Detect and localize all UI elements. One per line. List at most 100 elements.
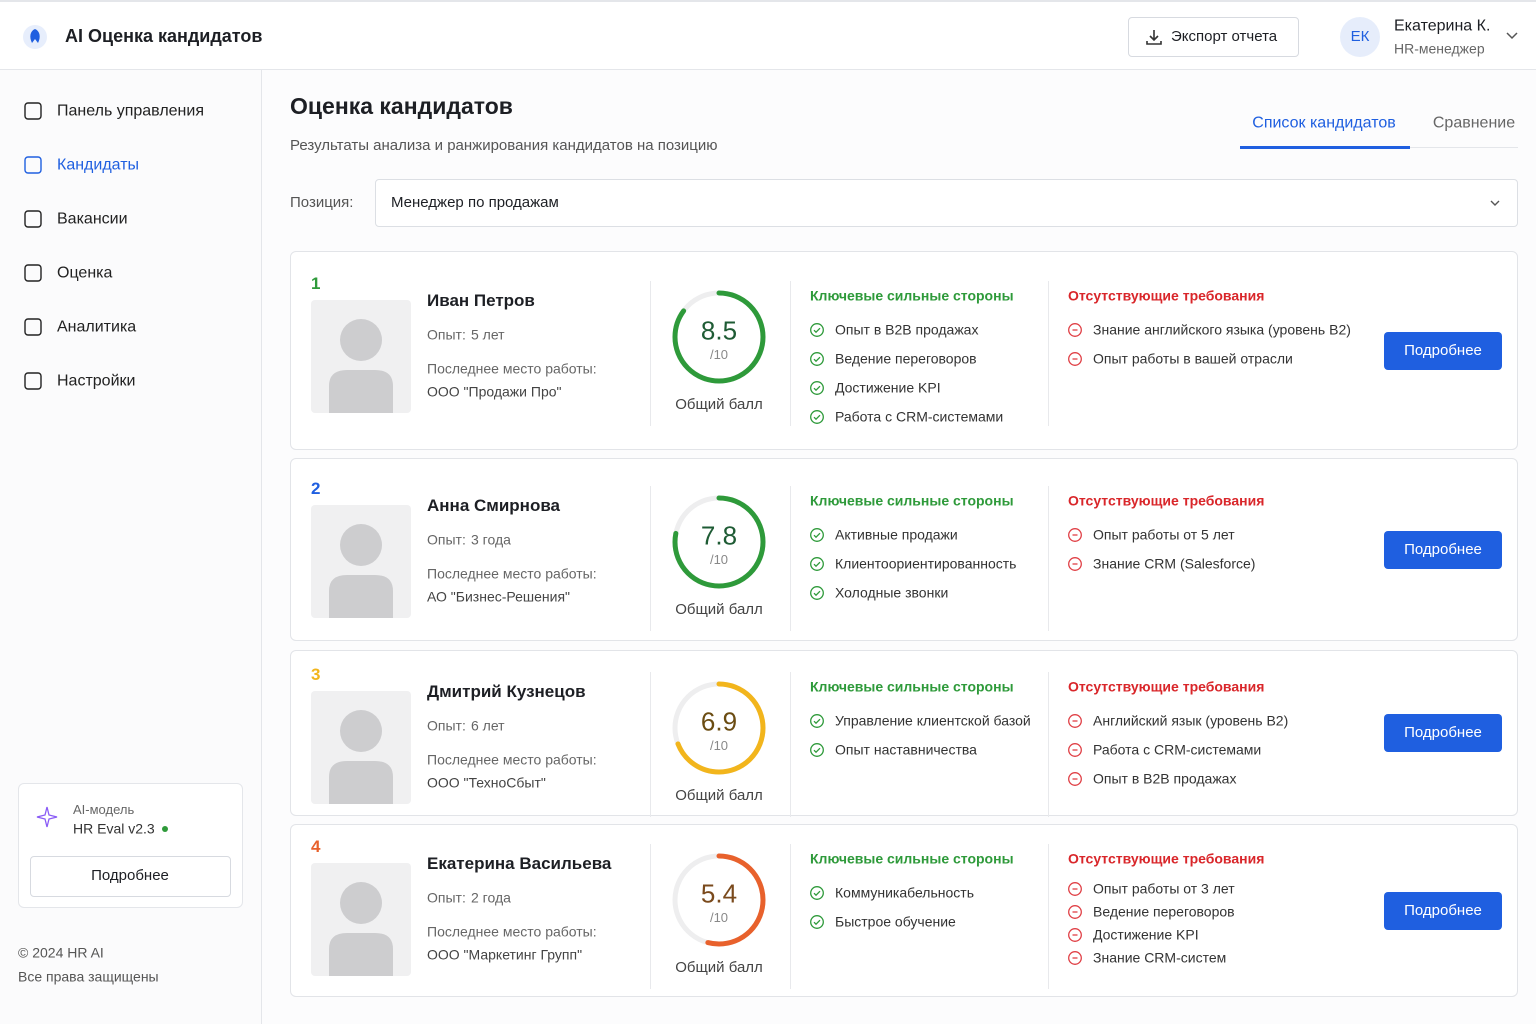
sparkle-icon (36, 806, 58, 828)
missing-item: Знание CRM (Salesforce) (1093, 555, 1256, 572)
missing-item: Ведение переговоров (1093, 903, 1235, 920)
score-max: /10 (709, 552, 729, 568)
avatar (1340, 17, 1380, 57)
candidate-name: Иван Петров (427, 290, 535, 310)
strength: Клиентоориентированность (835, 555, 1017, 572)
score-value: 5.4 (700, 878, 738, 909)
candidate-name: Анна Смирнова (427, 495, 561, 515)
experience: 3 года (471, 531, 511, 548)
last-job-label: Последнее место работы: (427, 751, 597, 768)
score-ring (672, 290, 766, 384)
model-button-label: Подробнее (91, 867, 169, 884)
details-button[interactable] (1384, 331, 1502, 370)
nav-icon (24, 318, 42, 336)
user-role: HR-менеджер (1394, 40, 1485, 57)
position-select[interactable] (375, 179, 1518, 227)
score-caption: Общий балл (675, 787, 763, 804)
experience-prefix: Опыт: (427, 717, 466, 734)
missing-item: Опыт работы в вашей отрасли (1093, 350, 1293, 367)
candidate-card (290, 824, 1518, 997)
tab[interactable]: Сравнение (1432, 114, 1516, 132)
missing-icon (1068, 905, 1082, 919)
missing-icon (1068, 323, 1082, 337)
strength: Холодные звонки (835, 584, 949, 601)
nav-item[interactable]: Аналитика (57, 318, 137, 336)
last-job-label: Последнее место работы: (427, 923, 597, 940)
check-icon (810, 381, 824, 395)
check-icon (810, 410, 824, 424)
nav-icon (24, 156, 42, 174)
nav-icon (24, 210, 42, 228)
missing-icon (1068, 772, 1082, 786)
score-value: 7.8 (700, 520, 738, 551)
strength: Управление клиентской базой (835, 712, 1031, 729)
nav-item[interactable]: Оценка (57, 264, 113, 282)
score-ring (672, 495, 766, 589)
position-label: Позиция: (290, 194, 354, 211)
chevron (1506, 32, 1518, 40)
missing-icon (1068, 528, 1082, 542)
status-dot (162, 826, 168, 832)
candidate-card (290, 251, 1518, 450)
score-arc (672, 495, 766, 589)
divider (650, 844, 651, 989)
missing-item: Опыт работы от 5 лет (1093, 526, 1235, 543)
details-button[interactable] (1384, 530, 1502, 569)
tab[interactable]: Список кандидатов (1252, 114, 1396, 132)
strength: Коммуникабельность (835, 884, 974, 901)
page-title: Оценка кандидатов (290, 93, 513, 120)
export-label: Экспорт отчета (1171, 28, 1278, 45)
score-caption: Общий балл (675, 601, 763, 618)
logo (23, 25, 47, 49)
missing-item: Работа с CRM-системами (1093, 741, 1262, 758)
missing-item: Английский язык (уровень B2) (1093, 712, 1289, 729)
user-name: Екатерина К. (1394, 17, 1491, 35)
experience: 6 лет (471, 717, 505, 734)
check-icon (810, 915, 824, 929)
check-icon (810, 714, 824, 728)
nav-icon (24, 102, 42, 120)
experience: 2 года (471, 889, 511, 906)
model-button[interactable] (30, 856, 231, 897)
last-job-label: Последнее место работы: (427, 565, 597, 582)
nav-icon (24, 264, 42, 282)
page-subtitle: Результаты анализа и ранжирования кандид… (290, 137, 718, 154)
divider (1048, 844, 1049, 989)
avatar-initials: ЕК (1350, 28, 1370, 45)
strengths-title: Ключевые сильные стороны (810, 678, 1014, 695)
divider (790, 281, 791, 426)
rank: 3 (311, 664, 321, 684)
model-caption: AI-модель (73, 802, 135, 818)
missing-title: Отсутствующие требования (1068, 678, 1265, 695)
score-ring (672, 853, 766, 947)
strengths-title: Ключевые сильные стороны (810, 850, 1014, 867)
strength: Быстрое обучение (835, 913, 956, 930)
check-icon (810, 323, 824, 337)
nav-item[interactable]: Кандидаты (57, 156, 140, 174)
score-max: /10 (709, 738, 729, 754)
missing-icon (1068, 928, 1082, 942)
nav-item[interactable]: Настройки (57, 372, 136, 390)
details-button[interactable] (1384, 714, 1502, 752)
missing-icon (1068, 557, 1082, 571)
missing-item: Опыт в B2B продажах (1093, 770, 1237, 787)
missing-icon (1068, 882, 1082, 896)
score-arc (672, 853, 766, 947)
nav-icon (24, 372, 42, 390)
experience-prefix: Опыт: (427, 326, 466, 343)
check-icon (810, 352, 824, 366)
missing-item: Опыт работы от 3 лет (1093, 880, 1235, 897)
check-icon (810, 743, 824, 757)
avatar-photo (311, 863, 411, 976)
nav-item[interactable]: Вакансии (57, 210, 128, 228)
missing-item: Знание CRM-систем (1093, 949, 1227, 966)
nav-item[interactable]: Панель управления (57, 102, 204, 120)
tab-underline (1240, 146, 1410, 149)
missing-title: Отсутствующие требования (1068, 850, 1265, 867)
strength: Опыт в B2B продажах (835, 321, 979, 338)
details-button[interactable] (1384, 891, 1502, 930)
divider (790, 844, 791, 989)
candidate-name: Дмитрий Кузнецов (427, 681, 586, 701)
divider (650, 281, 651, 426)
